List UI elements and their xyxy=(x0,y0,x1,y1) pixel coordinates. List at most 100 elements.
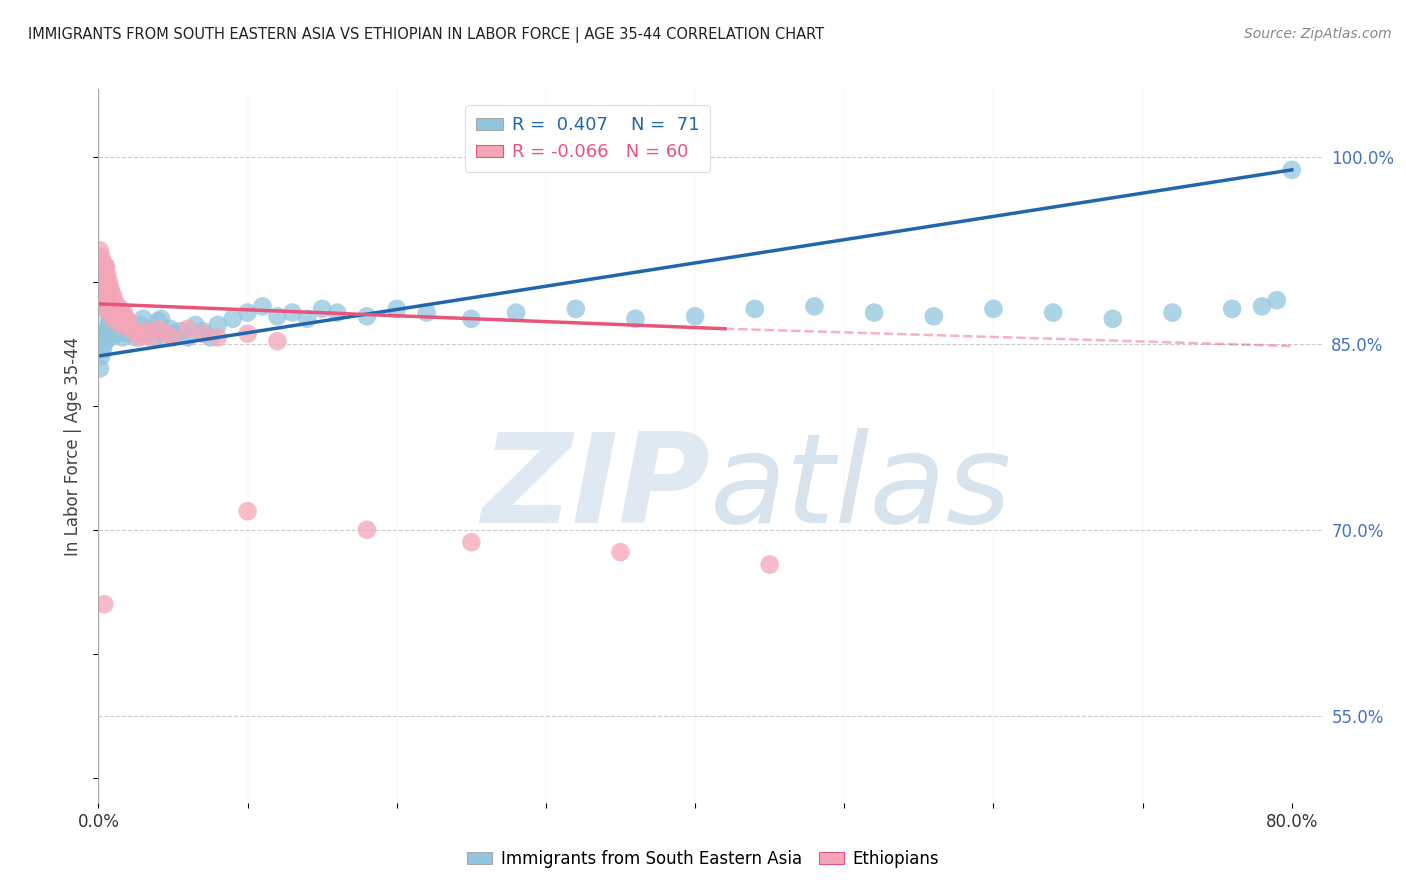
Point xyxy=(922,310,945,324)
Point xyxy=(624,311,647,326)
Point xyxy=(177,330,200,344)
Point xyxy=(758,558,780,572)
Point xyxy=(1265,293,1288,308)
Point xyxy=(150,311,173,326)
Point xyxy=(155,326,177,341)
Point xyxy=(117,326,139,341)
Point xyxy=(105,301,128,316)
Point xyxy=(159,322,181,336)
Point xyxy=(93,597,115,611)
Point xyxy=(565,301,588,316)
Point xyxy=(111,330,134,344)
Point xyxy=(415,305,437,319)
Point xyxy=(177,322,200,336)
Point xyxy=(97,318,120,332)
Point xyxy=(266,310,288,324)
Point xyxy=(90,285,112,299)
Point xyxy=(115,318,138,332)
Point xyxy=(110,318,132,332)
Point xyxy=(1251,299,1274,313)
Point xyxy=(96,268,118,283)
Text: ZIP: ZIP xyxy=(481,428,710,549)
Point xyxy=(125,326,148,341)
Point xyxy=(96,287,118,301)
Point xyxy=(146,314,169,328)
Point xyxy=(103,310,125,324)
Point xyxy=(146,322,169,336)
Point xyxy=(89,244,111,258)
Point xyxy=(155,330,177,344)
Point xyxy=(221,311,243,326)
Point xyxy=(94,268,117,283)
Point xyxy=(110,314,132,328)
Point xyxy=(1161,305,1184,319)
Point xyxy=(236,326,259,341)
Point xyxy=(129,330,152,344)
Point xyxy=(609,545,631,559)
Point xyxy=(983,301,1005,316)
Point xyxy=(200,330,222,344)
Point xyxy=(169,324,191,338)
Point xyxy=(129,318,152,332)
Point xyxy=(505,305,527,319)
Point xyxy=(297,311,319,326)
Point xyxy=(96,326,118,341)
Point xyxy=(162,330,184,344)
Point xyxy=(207,318,229,332)
Point xyxy=(108,305,131,319)
Point xyxy=(101,301,124,316)
Point xyxy=(132,311,155,326)
Point xyxy=(103,324,125,338)
Text: Source: ZipAtlas.com: Source: ZipAtlas.com xyxy=(1244,27,1392,41)
Point xyxy=(863,305,886,319)
Y-axis label: In Labor Force | Age 35-44: In Labor Force | Age 35-44 xyxy=(65,336,83,556)
Point xyxy=(90,293,112,308)
Point xyxy=(139,322,162,336)
Point xyxy=(115,311,138,326)
Point xyxy=(98,281,121,295)
Point xyxy=(91,289,114,303)
Point xyxy=(460,311,482,326)
Point xyxy=(117,314,139,328)
Point xyxy=(1101,311,1123,326)
Point xyxy=(96,322,118,336)
Point xyxy=(385,301,408,316)
Point xyxy=(108,322,131,336)
Point xyxy=(135,324,157,338)
Point xyxy=(1042,305,1064,319)
Point xyxy=(94,330,117,344)
Point xyxy=(91,343,114,357)
Point xyxy=(1220,301,1243,316)
Legend: Immigrants from South Eastern Asia, Ethiopians: Immigrants from South Eastern Asia, Ethi… xyxy=(461,844,945,875)
Point xyxy=(143,330,166,344)
Point xyxy=(104,318,127,332)
Point xyxy=(89,361,111,376)
Point xyxy=(98,314,121,328)
Point xyxy=(94,260,117,274)
Point xyxy=(101,287,124,301)
Point xyxy=(191,326,214,341)
Point xyxy=(236,504,259,518)
Point xyxy=(97,275,120,289)
Point xyxy=(90,250,112,264)
Text: atlas: atlas xyxy=(710,428,1012,549)
Point xyxy=(93,265,115,279)
Point xyxy=(207,330,229,344)
Point xyxy=(266,334,288,348)
Point xyxy=(103,311,125,326)
Point xyxy=(94,324,117,338)
Point xyxy=(162,326,184,341)
Point xyxy=(326,305,349,319)
Text: IMMIGRANTS FROM SOUTH EASTERN ASIA VS ETHIOPIAN IN LABOR FORCE | AGE 35-44 CORRE: IMMIGRANTS FROM SOUTH EASTERN ASIA VS ET… xyxy=(28,27,824,43)
Point xyxy=(114,324,136,338)
Point xyxy=(252,299,274,313)
Point xyxy=(356,523,378,537)
Point xyxy=(103,305,125,319)
Point xyxy=(98,305,121,319)
Point xyxy=(110,301,132,316)
Point xyxy=(107,326,129,341)
Point xyxy=(97,311,120,326)
Point xyxy=(96,281,118,295)
Point xyxy=(139,330,162,344)
Point xyxy=(311,301,333,316)
